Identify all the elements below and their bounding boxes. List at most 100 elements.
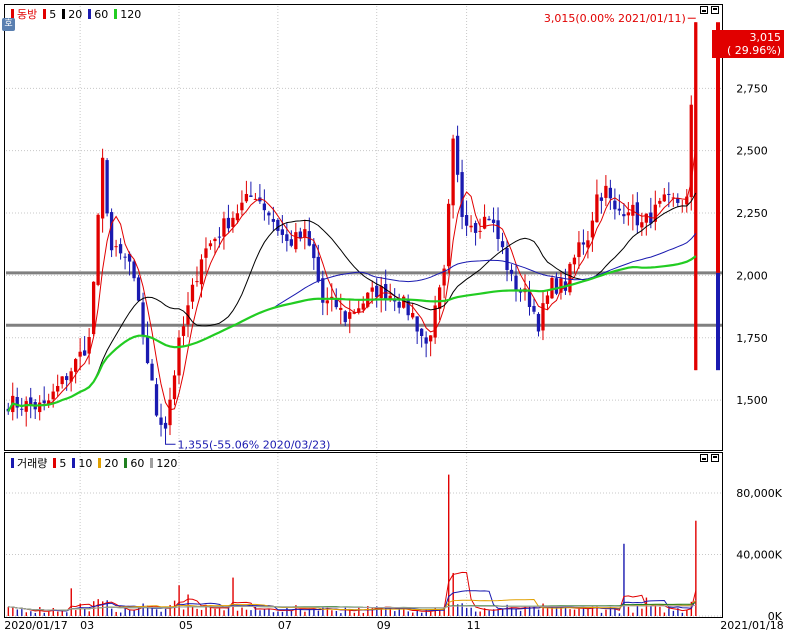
volume-bar: [448, 474, 450, 616]
candle-body: [114, 246, 118, 248]
volume-bar: [39, 607, 41, 616]
volume-bar: [650, 606, 652, 616]
side-tool-icon[interactable]: 호: [2, 18, 15, 31]
candle-body: [644, 213, 648, 223]
ma120-swatch: [114, 9, 118, 19]
candle-body: [312, 244, 316, 259]
volume-bar: [407, 611, 409, 616]
volume-bar: [151, 606, 153, 616]
candle-body: [235, 213, 240, 221]
candle-body: [455, 135, 460, 175]
price-panel-maximize-icon[interactable]: [711, 6, 719, 14]
candle-body: [65, 376, 69, 381]
volume-bar: [609, 606, 612, 616]
volume-bar: [569, 609, 571, 616]
volume-bar: [137, 607, 140, 616]
candle-body: [91, 281, 96, 335]
candle-body: [96, 214, 100, 285]
vma5-swatch: [53, 458, 57, 468]
volume-bar: [173, 600, 176, 616]
candle-body: [500, 241, 505, 248]
vma60-swatch: [124, 458, 128, 468]
candle-body: [433, 305, 437, 338]
volume-bar: [160, 611, 162, 616]
candle-body: [109, 212, 114, 251]
volume-bar: [110, 608, 113, 616]
candle-body: [303, 229, 307, 238]
price-panel-minimize-icon[interactable]: [700, 6, 708, 14]
candle-body: [262, 203, 267, 211]
candle-body: [464, 215, 469, 226]
volume-bar: [519, 610, 522, 616]
price-tick-label: 1,500: [736, 394, 768, 407]
candle-body: [505, 248, 509, 270]
volume-bar: [290, 610, 293, 616]
volume-bar: [34, 612, 37, 616]
volume-bar: [488, 610, 490, 616]
volume-bar: [16, 609, 19, 616]
volume-bar: [430, 611, 432, 616]
candle-body: [460, 172, 464, 217]
volume-bar: [155, 609, 158, 616]
candle-body: [352, 312, 356, 314]
candle-body: [271, 219, 276, 222]
candle-body: [379, 286, 383, 298]
volume-bar: [394, 611, 396, 616]
price-panel-frame: [4, 4, 723, 451]
candle-body: [334, 299, 338, 308]
volume-bar: [227, 606, 230, 616]
candle-body: [87, 337, 91, 354]
candle-body: [285, 234, 289, 241]
candle-body: [195, 281, 199, 283]
volume-bar: [641, 608, 643, 616]
vma10-label: 10: [78, 456, 93, 470]
volume-panel-maximize-icon[interactable]: [711, 454, 719, 462]
volume-bar: [79, 603, 81, 616]
ma5-line: [7, 146, 697, 412]
candle-body: [586, 240, 590, 248]
candle-body: [159, 417, 163, 425]
volume-bar: [142, 603, 144, 616]
volume-bar: [582, 608, 585, 616]
candle-body: [240, 202, 244, 211]
x-tick-label: 07: [278, 619, 292, 632]
volume-bar: [537, 609, 540, 616]
volume-bar: [245, 609, 248, 616]
volume-bar: [421, 612, 423, 616]
x-tick-label: 2020/01/17: [4, 619, 67, 632]
volume-title: 거래량: [17, 457, 48, 470]
candle-body: [608, 187, 613, 199]
candle-body: [42, 400, 46, 404]
price-tick-label: 2,250: [736, 207, 768, 220]
price-tick-label: 2,500: [736, 145, 768, 158]
volume-bar: [115, 611, 117, 616]
volume-bar: [578, 608, 580, 616]
candle-body: [402, 296, 406, 308]
volume-bar: [75, 610, 77, 616]
candle-body: [676, 198, 680, 203]
volume-bar: [295, 605, 297, 616]
volume-bar: [25, 612, 28, 616]
volume-bar: [308, 608, 311, 616]
volume-bar: [88, 611, 90, 616]
current-price: 3,015: [749, 31, 782, 44]
candle-body: [168, 399, 172, 426]
candle-body: [181, 326, 186, 336]
volume-bar: [465, 607, 468, 616]
candle-body: [24, 401, 28, 412]
volume-panel-minimize-icon[interactable]: [700, 454, 708, 462]
candle-body: [640, 222, 644, 228]
volume-bar: [209, 606, 212, 616]
volume-bar: [425, 609, 427, 616]
ma20-label: 20: [68, 7, 83, 21]
candle-body: [658, 200, 662, 204]
volume-bar: [389, 607, 391, 616]
candle-body: [258, 197, 262, 202]
volume-bar: [497, 608, 499, 616]
y-axis-labels: 1,500 1,750 2,000 2,250 2,500 2,750 0K 40,000K 8…: [736, 82, 783, 623]
volume-bar: [645, 597, 648, 616]
candle-body: [375, 285, 379, 298]
volume-bar: [322, 607, 324, 616]
candle-body: [47, 400, 51, 406]
volume-bar: [695, 520, 697, 616]
